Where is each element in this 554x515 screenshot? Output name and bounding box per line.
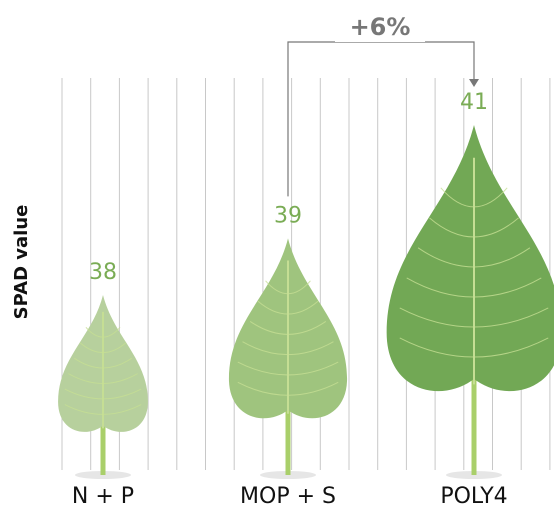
x-tick-label: N + P (72, 484, 134, 509)
leaf-vein (64, 388, 142, 400)
value-label: 41 (460, 90, 488, 115)
leaf-vein (237, 361, 339, 376)
leaf-vein (265, 280, 311, 295)
arrow-head (469, 79, 479, 87)
leaf-vein (257, 300, 319, 315)
leaf-vein (406, 277, 542, 298)
leaf-vein (417, 247, 531, 268)
leaf-vein (79, 342, 127, 354)
leaf-vein (429, 217, 519, 238)
leaf-vein (399, 337, 549, 358)
comparison-bracket (287, 41, 475, 197)
value-label: 38 (89, 260, 117, 285)
value-label: 39 (274, 203, 302, 228)
y-axis-label: SPAD value (11, 205, 32, 320)
leaf-vein (440, 187, 508, 208)
leaf-vein (64, 404, 142, 415)
leaf (386, 125, 554, 392)
x-tick-label: POLY4 (440, 484, 507, 509)
annotation: +6% (350, 13, 411, 41)
annotation-bg (335, 12, 425, 42)
x-tick-label: MOP + S (240, 484, 336, 509)
leaf-vein (399, 307, 549, 328)
leaf-vein (85, 326, 121, 338)
leaf-vein (249, 320, 327, 335)
leaf-vein (237, 381, 339, 396)
leaf-vein (242, 341, 334, 356)
leaf-vein (73, 357, 133, 369)
leaf-vein (68, 373, 138, 384)
